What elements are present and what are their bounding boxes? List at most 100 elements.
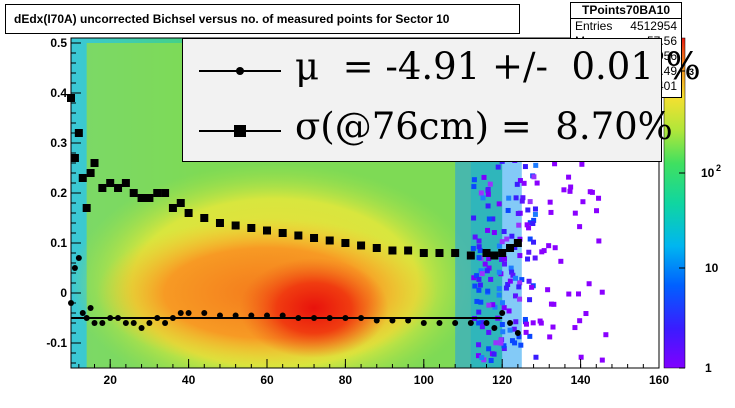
heatmap-cell <box>527 199 533 205</box>
heatmap-cell <box>527 236 533 242</box>
heatmap-cell <box>479 271 485 277</box>
chart-title: dEdx(I70A) uncorrected Bichsel versus no… <box>5 4 520 34</box>
sigma-point <box>114 184 123 192</box>
colorbar-tick-exponent: 2 <box>716 163 721 173</box>
heatmap-cell <box>526 249 532 255</box>
heatmap-cell <box>548 209 554 215</box>
heatmap-cell <box>501 229 507 235</box>
heatmap-cell <box>491 351 497 357</box>
heatmap-cell <box>552 161 558 167</box>
heatmap-cell <box>546 243 552 249</box>
heatmap-cell <box>470 245 476 251</box>
colorbar-tick-label: 10 <box>705 261 719 275</box>
heatmap-cell <box>594 208 600 214</box>
sigma-point <box>176 199 185 207</box>
heatmap-cell <box>490 302 496 308</box>
mu-point <box>405 317 412 324</box>
heatmap-cell <box>509 338 515 344</box>
sigma-point <box>86 169 95 177</box>
heatmap-cell <box>502 256 508 262</box>
heatmap-cell <box>472 283 478 289</box>
heatmap-cell <box>603 332 609 338</box>
sigma-point <box>168 204 177 212</box>
heatmap-cell <box>531 239 537 245</box>
mu-point <box>75 255 82 261</box>
heatmap-cell <box>507 327 513 333</box>
y-tick-label: 0.1 <box>50 236 67 250</box>
mu-point <box>87 305 94 311</box>
sigma-point <box>388 246 397 255</box>
axes: 20 40 60 80 100 120 140 160 -0.1 0 0.1 0.2 0.3 0.4 0.5 <box>46 36 669 387</box>
sigma-point <box>74 129 83 137</box>
heatmap-cell <box>496 201 502 207</box>
heatmap-cell <box>486 302 492 308</box>
heatmap-cell <box>492 304 498 310</box>
heatmap-cell <box>517 178 523 184</box>
heatmap-cell <box>484 268 490 274</box>
heatmap-cell <box>532 211 538 217</box>
heatmap-cell <box>476 287 482 293</box>
heatmap-cell <box>496 286 502 292</box>
sigma-point <box>419 249 428 257</box>
heatmap-cell <box>583 311 589 317</box>
mu-point <box>326 315 333 321</box>
mu-point <box>146 320 153 326</box>
legend-sigma-symbol <box>199 125 281 137</box>
sigma-point <box>67 94 75 102</box>
heatmap-cell <box>485 227 491 233</box>
sigma-point <box>145 194 154 202</box>
heatmap-cell <box>471 215 477 221</box>
legend-mu-symbol <box>199 67 281 75</box>
heatmap-cell <box>596 238 602 244</box>
colorbar-tick-label: 1 <box>705 361 712 375</box>
heatmap-cell <box>572 325 578 331</box>
sigma-point <box>498 249 507 257</box>
y-tick-label: 0 <box>60 286 67 300</box>
mu-point <box>452 320 459 326</box>
stats-name: TPoints70BA10 <box>571 3 681 19</box>
heatmap-cell <box>485 203 491 209</box>
heatmap-cell <box>476 342 482 348</box>
heatmap-cell <box>545 287 551 293</box>
sigma-point <box>121 179 130 187</box>
mu-point <box>373 317 380 324</box>
heatmap-cell <box>499 256 505 262</box>
y-tick-label: 0.2 <box>50 186 67 200</box>
heatmap-cell <box>508 265 514 271</box>
mu-point <box>358 315 365 321</box>
heatmap-cell <box>532 206 538 212</box>
heatmap-cell <box>501 305 507 311</box>
mu-point <box>83 315 90 321</box>
heatmap-cell <box>568 184 574 190</box>
heatmap-cell <box>517 253 523 259</box>
heatmap-cell <box>479 324 485 330</box>
legend: μ = -4.91 +/- 0.01 % σ(@76cm) = 8.70% <box>182 38 701 162</box>
heatmap-cell <box>509 269 515 275</box>
mu-point <box>91 320 98 326</box>
heatmap-cell <box>476 244 482 250</box>
heatmap-cell <box>522 316 528 322</box>
mu-point <box>162 320 169 326</box>
mu-point <box>248 312 255 319</box>
heatmap-cell <box>498 337 504 343</box>
sigma-point <box>153 189 162 197</box>
heatmap-cell <box>566 291 572 297</box>
sigma-point <box>341 239 350 247</box>
mu-point <box>467 320 474 326</box>
heatmap-cell <box>539 249 545 255</box>
heatmap-cell <box>512 244 518 250</box>
sigma-point <box>184 209 193 217</box>
heatmap-cell <box>578 354 584 360</box>
heatmap-cell <box>485 288 491 294</box>
heatmap-cell <box>579 161 585 167</box>
heatmap-cell <box>547 199 553 205</box>
sigma-point <box>90 159 99 167</box>
heatmap-cell <box>471 184 477 190</box>
heatmap-cell <box>482 261 488 267</box>
heatmap-cell <box>531 174 537 180</box>
heatmap-cell <box>514 181 520 187</box>
mu-point <box>342 315 349 321</box>
sigma-point <box>278 229 287 237</box>
heatmap-cell <box>505 282 511 288</box>
heatmap-cell <box>488 276 494 282</box>
